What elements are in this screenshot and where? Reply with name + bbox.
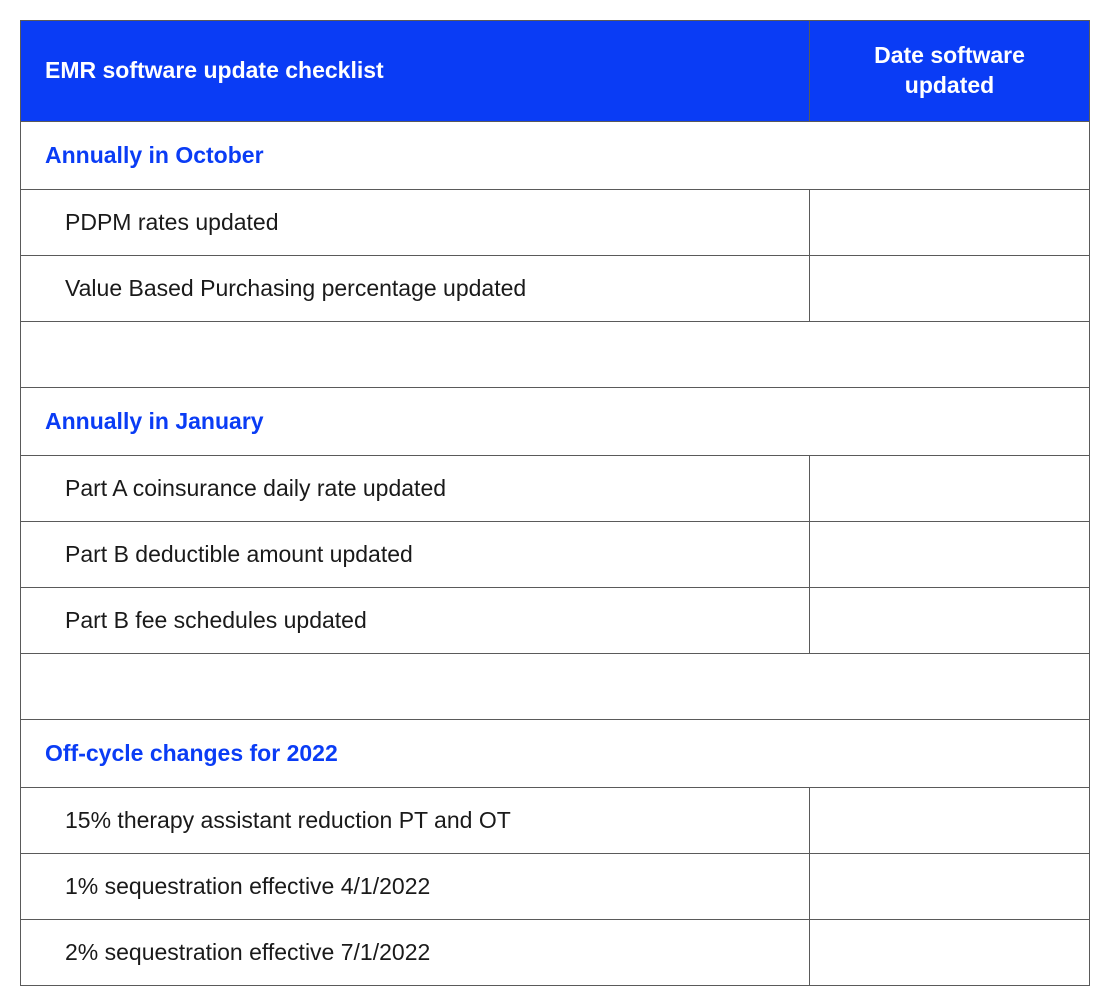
item-label: 2% sequestration effective 7/1/2022 [21, 919, 810, 985]
item-label: Value Based Purchasing percentage update… [21, 255, 810, 321]
item-label: PDPM rates updated [21, 189, 810, 255]
table-header-row: EMR software update checklist Date softw… [21, 21, 1090, 122]
section-header-row: Off-cycle changes for 2022 [21, 719, 1090, 787]
table-row: Value Based Purchasing percentage update… [21, 255, 1090, 321]
blank-row [21, 653, 1090, 719]
section-title: Annually in January [21, 387, 1090, 455]
blank-row [21, 321, 1090, 387]
table-row: 15% therapy assistant reduction PT and O… [21, 787, 1090, 853]
item-date [810, 919, 1090, 985]
table-row: PDPM rates updated [21, 189, 1090, 255]
item-label: Part B deductible amount updated [21, 521, 810, 587]
item-label: Part A coinsurance daily rate updated [21, 455, 810, 521]
item-date [810, 787, 1090, 853]
item-date [810, 521, 1090, 587]
item-date [810, 455, 1090, 521]
header-col1: EMR software update checklist [21, 21, 810, 122]
table-row: Part B fee schedules updated [21, 587, 1090, 653]
table-row: 1% sequestration effective 4/1/2022 [21, 853, 1090, 919]
header-col2: Date software updated [810, 21, 1090, 122]
blank-cell [21, 653, 1090, 719]
item-date [810, 587, 1090, 653]
section-header-row: Annually in January [21, 387, 1090, 455]
item-date [810, 255, 1090, 321]
item-date [810, 853, 1090, 919]
table-row: Part A coinsurance daily rate updated [21, 455, 1090, 521]
table-row: 2% sequestration effective 7/1/2022 [21, 919, 1090, 985]
section-title: Off-cycle changes for 2022 [21, 719, 1090, 787]
section-header-row: Annually in October [21, 121, 1090, 189]
item-date [810, 189, 1090, 255]
checklist-table: EMR software update checklist Date softw… [20, 20, 1090, 986]
item-label: 15% therapy assistant reduction PT and O… [21, 787, 810, 853]
table-row: Part B deductible amount updated [21, 521, 1090, 587]
blank-cell [21, 321, 1090, 387]
item-label: Part B fee schedules updated [21, 587, 810, 653]
item-label: 1% sequestration effective 4/1/2022 [21, 853, 810, 919]
section-title: Annually in October [21, 121, 1090, 189]
